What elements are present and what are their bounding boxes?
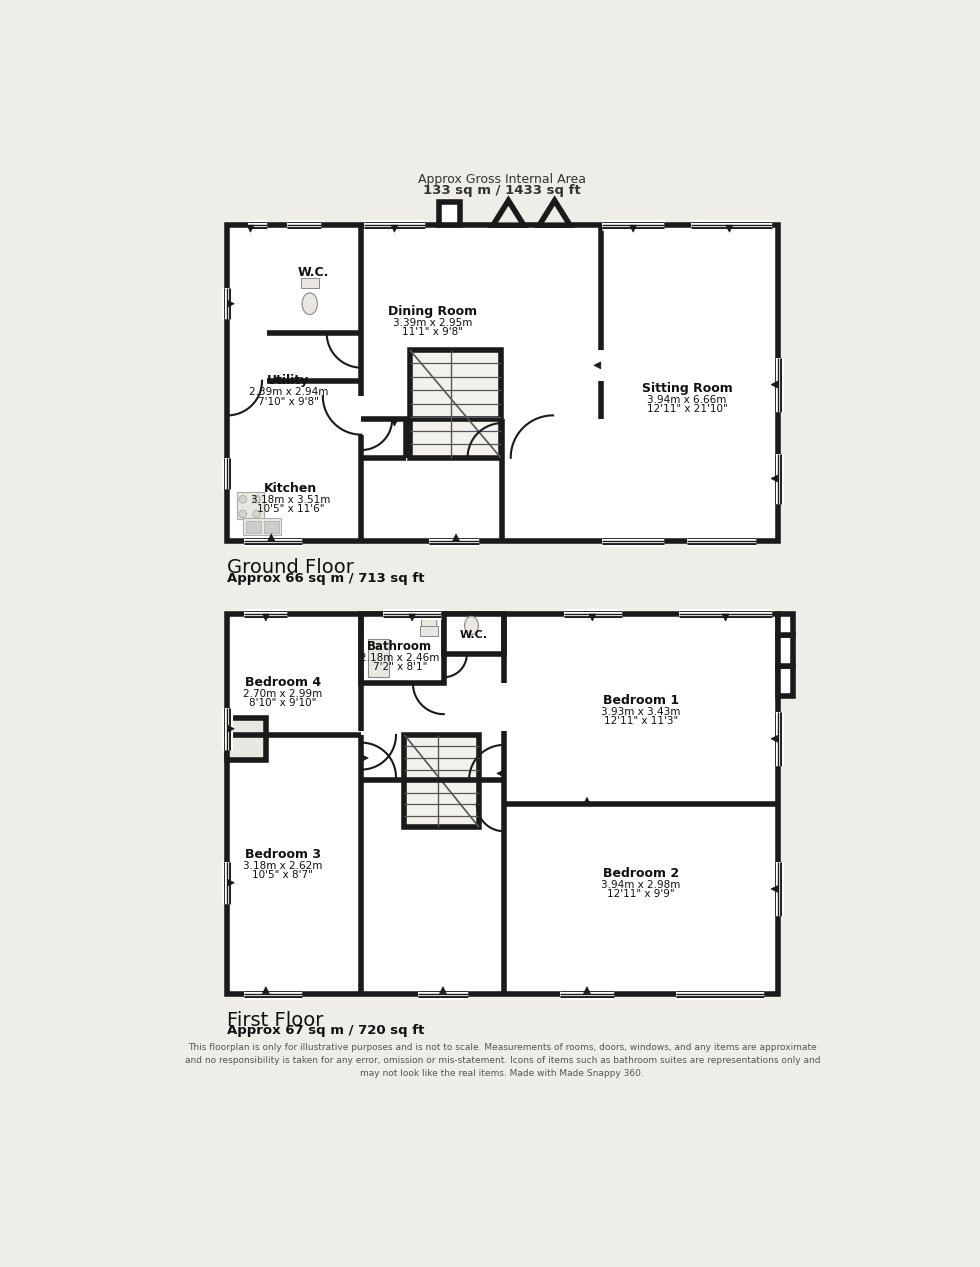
Polygon shape bbox=[409, 614, 416, 621]
Text: 10'5" x 11'6": 10'5" x 11'6" bbox=[257, 504, 324, 514]
Polygon shape bbox=[439, 203, 460, 226]
Text: W.C.: W.C. bbox=[298, 266, 329, 280]
Bar bbox=[236, 493, 264, 519]
Text: 3.94m x 6.66m: 3.94m x 6.66m bbox=[648, 395, 727, 405]
Polygon shape bbox=[589, 614, 596, 621]
Polygon shape bbox=[391, 226, 398, 232]
Text: Bedroom 3: Bedroom 3 bbox=[245, 848, 320, 860]
Text: 2.18m x 2.46m: 2.18m x 2.46m bbox=[361, 653, 439, 663]
Text: Utility: Utility bbox=[268, 374, 310, 388]
Text: 3.93m x 3.43m: 3.93m x 3.43m bbox=[601, 707, 680, 717]
Text: Dining Room: Dining Room bbox=[388, 305, 477, 318]
Text: Ground Floor: Ground Floor bbox=[227, 557, 354, 576]
Polygon shape bbox=[630, 226, 637, 232]
Polygon shape bbox=[227, 300, 234, 307]
Polygon shape bbox=[539, 200, 570, 226]
Bar bbox=[227, 226, 778, 541]
Polygon shape bbox=[362, 755, 368, 761]
Text: 3.94m x 2.98m: 3.94m x 2.98m bbox=[601, 881, 680, 891]
Bar bbox=[264, 521, 279, 533]
Ellipse shape bbox=[302, 293, 318, 314]
Polygon shape bbox=[771, 381, 778, 388]
Bar bbox=[227, 614, 778, 993]
Bar bbox=[778, 614, 794, 635]
Text: 3.18m x 2.62m: 3.18m x 2.62m bbox=[243, 860, 322, 870]
Text: 10'5" x 8'7": 10'5" x 8'7" bbox=[253, 870, 314, 881]
Bar bbox=[368, 639, 389, 677]
Text: First Floor: First Floor bbox=[227, 1011, 323, 1030]
Text: 11'1" x 9'8": 11'1" x 9'8" bbox=[403, 327, 464, 337]
Circle shape bbox=[239, 511, 247, 518]
Text: Approx 67 sq m / 720 sq ft: Approx 67 sq m / 720 sq ft bbox=[227, 1025, 424, 1038]
Circle shape bbox=[253, 495, 261, 503]
Text: Sitting Room: Sitting Room bbox=[642, 381, 732, 395]
Text: Kitchen: Kitchen bbox=[264, 481, 318, 495]
Polygon shape bbox=[263, 614, 270, 621]
Text: 12'11" x 11'3": 12'11" x 11'3" bbox=[604, 716, 678, 726]
Bar bbox=[444, 614, 504, 654]
Polygon shape bbox=[263, 987, 270, 993]
Text: W.C.: W.C. bbox=[460, 630, 488, 640]
Text: Bedroom 2: Bedroom 2 bbox=[603, 867, 679, 881]
Bar bbox=[405, 735, 479, 827]
Polygon shape bbox=[583, 797, 590, 805]
Polygon shape bbox=[771, 735, 778, 742]
Bar bbox=[778, 635, 794, 665]
Text: 133 sq m / 1433 sq ft: 133 sq m / 1433 sq ft bbox=[423, 184, 581, 196]
Polygon shape bbox=[497, 770, 504, 777]
Polygon shape bbox=[726, 226, 733, 232]
Bar bbox=[410, 350, 501, 457]
Text: 12'11" x 21'10": 12'11" x 21'10" bbox=[647, 404, 727, 414]
Polygon shape bbox=[583, 987, 590, 993]
Text: 12'11" x 9'9": 12'11" x 9'9" bbox=[607, 889, 674, 900]
Polygon shape bbox=[227, 879, 234, 886]
Polygon shape bbox=[771, 475, 778, 481]
Circle shape bbox=[239, 495, 247, 503]
Bar bbox=[227, 718, 266, 760]
Text: 3.39m x 2.95m: 3.39m x 2.95m bbox=[393, 318, 472, 328]
Polygon shape bbox=[722, 614, 729, 621]
Polygon shape bbox=[493, 200, 524, 226]
Text: Approx Gross Internal Area: Approx Gross Internal Area bbox=[418, 172, 586, 186]
Bar bbox=[246, 521, 262, 533]
Text: This floorplan is only for illustrative purposes and is not to scale. Measuremen: This floorplan is only for illustrative … bbox=[184, 1043, 820, 1078]
Bar bbox=[778, 665, 794, 697]
Polygon shape bbox=[391, 419, 398, 426]
Polygon shape bbox=[594, 362, 601, 369]
Bar bbox=[419, 626, 438, 636]
Text: 7'10" x 9'8": 7'10" x 9'8" bbox=[258, 397, 318, 407]
Circle shape bbox=[253, 511, 261, 518]
Text: 2.70m x 2.99m: 2.70m x 2.99m bbox=[243, 689, 322, 699]
Ellipse shape bbox=[421, 612, 437, 634]
Text: Approx 66 sq m / 713 sq ft: Approx 66 sq m / 713 sq ft bbox=[227, 571, 425, 584]
Bar bbox=[301, 277, 319, 289]
Ellipse shape bbox=[465, 616, 478, 635]
Text: 8'10" x 9'10": 8'10" x 9'10" bbox=[249, 698, 317, 708]
Polygon shape bbox=[227, 725, 234, 732]
Text: 7'2" x 8'1": 7'2" x 8'1" bbox=[372, 663, 427, 673]
Polygon shape bbox=[247, 226, 254, 232]
Text: Bedroom 4: Bedroom 4 bbox=[245, 677, 320, 689]
Text: 2.39m x 2.94m: 2.39m x 2.94m bbox=[249, 388, 328, 398]
Polygon shape bbox=[268, 533, 274, 541]
Polygon shape bbox=[771, 886, 778, 892]
Bar bbox=[362, 614, 444, 683]
Polygon shape bbox=[453, 533, 460, 541]
Text: Bedroom 1: Bedroom 1 bbox=[603, 694, 679, 707]
Text: 3.18m x 3.51m: 3.18m x 3.51m bbox=[251, 495, 330, 506]
Bar bbox=[243, 518, 281, 535]
Text: Bathroom: Bathroom bbox=[368, 640, 432, 653]
Polygon shape bbox=[439, 987, 447, 993]
